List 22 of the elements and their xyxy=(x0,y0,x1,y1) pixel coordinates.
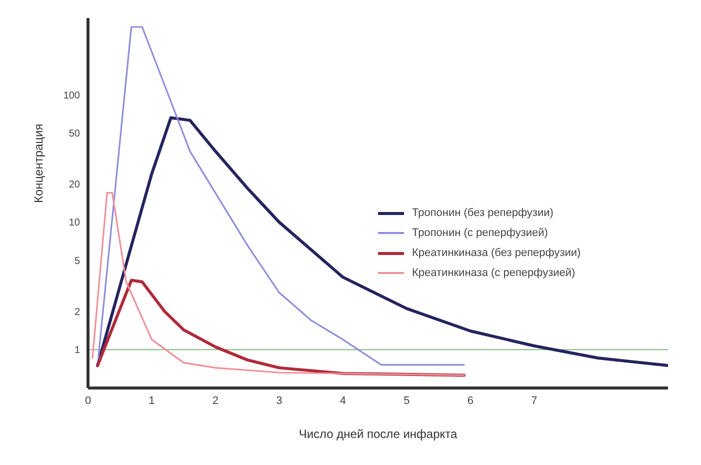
legend-label: Креатинкиназа (с реперфузией) xyxy=(412,266,576,281)
legend-label: Тропонин (с реперфузией) xyxy=(412,226,548,241)
x-tick-label: 2 xyxy=(212,394,219,407)
x-tick-label: 4 xyxy=(340,394,346,407)
y-tick-label: 20 xyxy=(68,179,80,190)
x-axis-title: Число дней после инфаркта xyxy=(298,427,458,441)
x-tick-label: 0 xyxy=(84,394,92,407)
y-tick-label: 10 xyxy=(68,218,80,229)
line-series xyxy=(96,116,668,368)
legend-label: Креатинкиназа (без реперфузии) xyxy=(412,246,581,261)
x-tick-label: 6 xyxy=(467,394,474,407)
legend-label: Тропонин (без реперфузии) xyxy=(412,206,554,221)
y-tick-label: 2 xyxy=(74,306,80,318)
y-tick-label: 100 xyxy=(63,90,80,102)
x-tick-label: 5 xyxy=(404,394,410,407)
y-tick-label: 5 xyxy=(74,256,80,268)
x-tick-label: 1 xyxy=(148,394,155,407)
x-tick-label: 3 xyxy=(276,394,282,407)
x-tick-label: 7 xyxy=(531,394,538,407)
y-tick-label: 50 xyxy=(68,128,80,140)
y-axis-title: Концентрация xyxy=(31,124,46,203)
y-tick-label: 1 xyxy=(74,345,80,356)
